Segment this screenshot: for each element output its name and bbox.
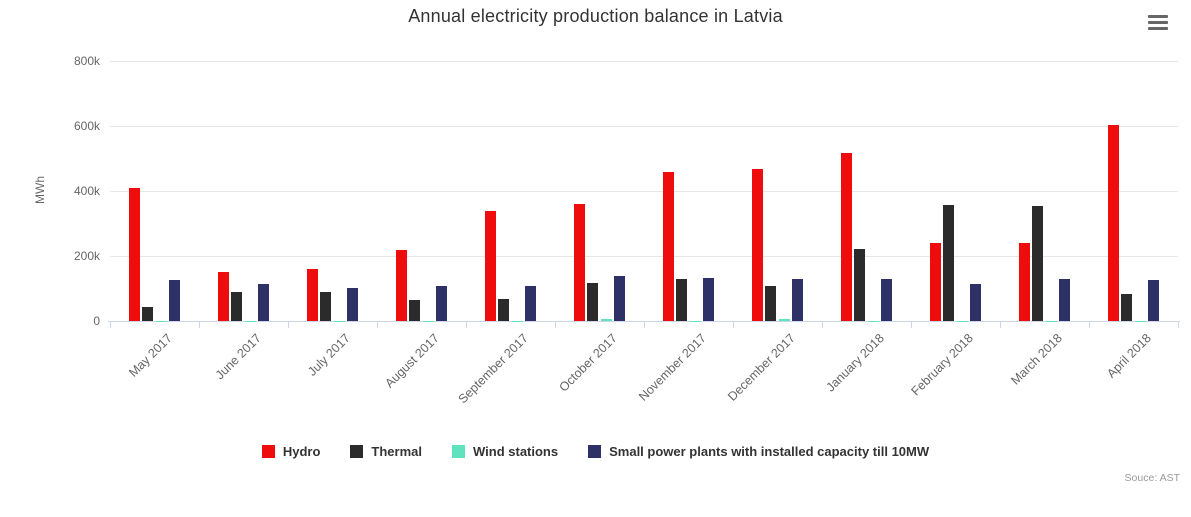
x-axis-category-label: August 2017	[381, 331, 442, 391]
bar-hydro[interactable]	[573, 204, 585, 321]
legend-swatch-icon	[452, 445, 465, 458]
bar-small-power-plants-with-installed-capacity-till-10mw[interactable]	[436, 286, 448, 321]
bar-wind-stations[interactable]	[600, 318, 612, 321]
x-axis-category-label: September 2017	[455, 331, 531, 407]
bar-small-power-plants-with-installed-capacity-till-10mw[interactable]	[1059, 279, 1071, 321]
x-axis-category-label: March 2018	[1007, 331, 1065, 388]
x-axis-tick	[644, 322, 645, 328]
bar-hydro[interactable]	[929, 242, 941, 321]
bar-thermal[interactable]	[676, 279, 688, 321]
x-axis-category-label: April 2018	[1103, 331, 1154, 381]
bar-hydro[interactable]	[1018, 242, 1030, 321]
bar-hydro[interactable]	[217, 271, 229, 321]
x-axis-category-label: February 2018	[908, 331, 976, 399]
bar-hydro[interactable]	[306, 269, 318, 321]
legend-swatch-icon	[261, 445, 275, 458]
x-axis-tick	[822, 322, 823, 328]
bar-hydro[interactable]	[128, 187, 140, 321]
y-gridline	[110, 60, 1178, 62]
bar-thermal[interactable]	[498, 298, 510, 321]
bar-small-power-plants-with-installed-capacity-till-10mw[interactable]	[970, 283, 982, 321]
legend-swatch-icon	[588, 445, 602, 458]
bar-hydro[interactable]	[662, 172, 674, 321]
x-axis-category-label: October 2017	[555, 331, 620, 395]
chart-menu-button[interactable]	[1148, 15, 1168, 30]
x-axis-tick	[288, 322, 289, 328]
x-axis-category-label: January 2018	[822, 331, 887, 395]
x-axis-category-label: June 2017	[212, 331, 264, 383]
bar-small-power-plants-with-installed-capacity-till-10mw[interactable]	[792, 279, 804, 321]
bar-thermal[interactable]	[854, 249, 866, 321]
y-axis-tick-label: 400k	[73, 183, 100, 198]
bar-small-power-plants-with-installed-capacity-till-10mw[interactable]	[703, 278, 715, 321]
hamburger-icon	[1148, 15, 1168, 19]
legend-item-hydro[interactable]: Hydro	[261, 444, 321, 459]
y-axis-tick-label: 200k	[73, 248, 100, 263]
x-axis-tick	[377, 322, 378, 328]
bar-small-power-plants-with-installed-capacity-till-10mw[interactable]	[347, 288, 359, 321]
y-axis-tick-label: 600k	[73, 118, 100, 133]
x-axis-category-label: July 2017	[304, 331, 353, 379]
bar-thermal[interactable]	[320, 291, 332, 321]
legend: Hydro Thermal Wind stations Small power pla…	[0, 444, 1191, 459]
y-gridline	[110, 255, 1178, 257]
bar-thermal[interactable]	[943, 205, 955, 321]
x-axis-tick	[1178, 322, 1179, 328]
y-axis-title: MWh	[33, 176, 47, 204]
legend-item-label: Small power plants with installed capaci…	[609, 444, 930, 459]
x-axis-tick	[1089, 322, 1090, 328]
bar-hydro[interactable]	[840, 152, 852, 321]
legend-item-label: Wind stations	[473, 444, 559, 459]
y-axis-tick-label: 0	[93, 314, 100, 328]
x-axis-tick	[1000, 322, 1001, 328]
x-axis-tick	[555, 322, 556, 328]
bar-wind-stations[interactable]	[778, 318, 790, 321]
legend-item-wind-stations[interactable]: Wind stations	[452, 444, 558, 459]
y-axis-tick-label: 800k	[73, 53, 100, 68]
bar-small-power-plants-with-installed-capacity-till-10mw[interactable]	[258, 284, 270, 321]
x-axis-tick	[466, 322, 467, 328]
hamburger-icon	[1148, 26, 1168, 30]
bar-hydro[interactable]	[751, 168, 763, 321]
y-gridline	[110, 190, 1178, 192]
bar-small-power-plants-with-installed-capacity-till-10mw[interactable]	[881, 279, 893, 321]
bar-thermal[interactable]	[765, 286, 777, 321]
bar-hydro[interactable]	[484, 210, 496, 321]
x-axis-category-label: November 2017	[635, 331, 709, 404]
legend-item-small-power-plants-with-installed-capacity-till-10mw[interactable]: Small power plants with installed capaci…	[588, 444, 929, 459]
hamburger-icon	[1148, 20, 1168, 25]
bar-thermal[interactable]	[1032, 206, 1044, 321]
chart-title: Annual electricity production balance in…	[408, 6, 783, 26]
bar-hydro[interactable]	[395, 250, 407, 321]
legend-item-label: Thermal	[371, 444, 422, 459]
y-gridline	[110, 125, 1178, 127]
legend-swatch-icon	[350, 445, 364, 458]
x-axis-category-label: December 2017	[724, 331, 798, 404]
x-axis-tick	[733, 322, 734, 328]
x-axis-tick	[911, 322, 912, 328]
legend-item-thermal[interactable]: Thermal	[350, 444, 422, 459]
bar-small-power-plants-with-installed-capacity-till-10mw[interactable]	[614, 276, 626, 321]
bar-small-power-plants-with-installed-capacity-till-10mw[interactable]	[169, 280, 181, 321]
x-axis-line	[108, 321, 1180, 322]
bar-hydro[interactable]	[1107, 125, 1119, 321]
bar-small-power-plants-with-installed-capacity-till-10mw[interactable]	[1148, 279, 1160, 321]
bar-thermal[interactable]	[1121, 293, 1133, 321]
bar-thermal[interactable]	[142, 307, 154, 321]
credits: Souce: AST	[1124, 472, 1180, 484]
x-axis-category-label: May 2017	[125, 331, 175, 380]
bar-small-power-plants-with-installed-capacity-till-10mw[interactable]	[525, 285, 537, 321]
x-axis-tick	[199, 322, 200, 328]
x-axis-tick	[110, 322, 111, 328]
bar-thermal[interactable]	[587, 283, 599, 321]
legend-item-label: Hydro	[282, 444, 321, 459]
bar-thermal[interactable]	[409, 300, 421, 321]
bar-thermal[interactable]	[231, 291, 243, 321]
